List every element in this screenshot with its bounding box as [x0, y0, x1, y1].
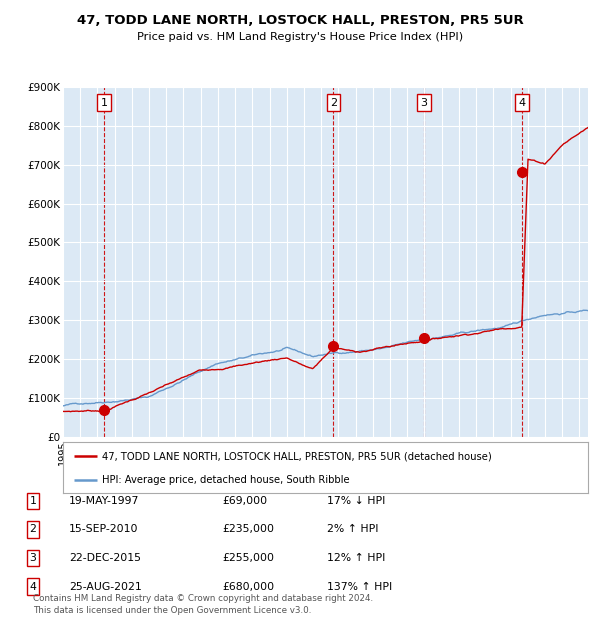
- Text: 15-SEP-2010: 15-SEP-2010: [69, 525, 139, 534]
- Text: 2% ↑ HPI: 2% ↑ HPI: [327, 525, 379, 534]
- Text: 2: 2: [29, 525, 37, 534]
- Text: 47, TODD LANE NORTH, LOSTOCK HALL, PRESTON, PR5 5UR (detached house): 47, TODD LANE NORTH, LOSTOCK HALL, PREST…: [103, 451, 492, 461]
- Text: 1: 1: [29, 496, 37, 506]
- Text: £69,000: £69,000: [222, 496, 267, 506]
- Text: HPI: Average price, detached house, South Ribble: HPI: Average price, detached house, Sout…: [103, 475, 350, 485]
- Text: 4: 4: [518, 97, 525, 107]
- Text: Contains HM Land Registry data © Crown copyright and database right 2024.
This d: Contains HM Land Registry data © Crown c…: [33, 594, 373, 615]
- Text: 4: 4: [29, 582, 37, 591]
- Text: 25-AUG-2021: 25-AUG-2021: [69, 582, 142, 591]
- Text: 1: 1: [100, 97, 107, 107]
- Text: £680,000: £680,000: [222, 582, 274, 591]
- Text: 22-DEC-2015: 22-DEC-2015: [69, 553, 141, 563]
- Text: £255,000: £255,000: [222, 553, 274, 563]
- Text: 47, TODD LANE NORTH, LOSTOCK HALL, PRESTON, PR5 5UR: 47, TODD LANE NORTH, LOSTOCK HALL, PREST…: [77, 14, 523, 27]
- Text: 17% ↓ HPI: 17% ↓ HPI: [327, 496, 385, 506]
- Text: Price paid vs. HM Land Registry's House Price Index (HPI): Price paid vs. HM Land Registry's House …: [137, 32, 463, 42]
- Text: 2: 2: [330, 97, 337, 107]
- Text: £235,000: £235,000: [222, 525, 274, 534]
- Text: 12% ↑ HPI: 12% ↑ HPI: [327, 553, 385, 563]
- Text: 3: 3: [29, 553, 37, 563]
- Text: 3: 3: [421, 97, 427, 107]
- Text: 137% ↑ HPI: 137% ↑ HPI: [327, 582, 392, 591]
- Text: 19-MAY-1997: 19-MAY-1997: [69, 496, 139, 506]
